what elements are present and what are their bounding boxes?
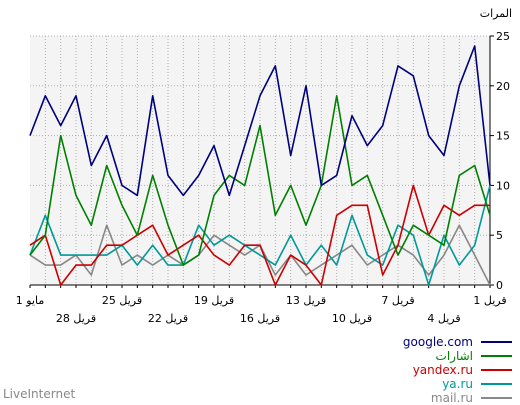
- legend-label: اشارات: [436, 349, 473, 364]
- y-tick-label: 25: [496, 30, 510, 43]
- legend-label: ya.ru: [442, 377, 473, 391]
- legend-label: yandex.ru: [413, 363, 473, 377]
- y-axis-label: المرات: [480, 7, 512, 20]
- y-tick-label: 20: [496, 80, 510, 93]
- legend-label: mail.ru: [431, 391, 473, 405]
- x-tick-label: 7 قريل: [381, 294, 414, 307]
- series-line--: [29, 95, 491, 266]
- series-line-ya-ru: [29, 185, 491, 286]
- x-tick-label: 28 قريل: [56, 312, 96, 325]
- x-tick-label: 13 قريل: [286, 294, 326, 307]
- y-tick-label: 15: [496, 130, 510, 143]
- x-tick-label: 16 قريل: [240, 312, 280, 325]
- y-axis: 0 5 10 15 20 25: [489, 30, 510, 292]
- x-tick-label: 22 قريل: [148, 312, 188, 325]
- series-line-yandex-ru: [29, 184, 490, 286]
- x-tick-label: 19 قريل: [194, 294, 234, 307]
- x-tick-label: 1 قريل: [473, 294, 506, 307]
- x-tick-label: 10 قريل: [332, 312, 372, 325]
- brand-footer: LiveInternet: [3, 387, 76, 401]
- x-axis: 1 قريل 7 قريل 13 قريل 19 قريل 25 قريل 1 مايو 4…: [16, 284, 507, 325]
- series-lines: [29, 45, 491, 286]
- x-tick-label: 25 قريل: [102, 294, 142, 307]
- series-line-google-com: [29, 45, 491, 197]
- y-tick-label: 10: [496, 179, 510, 192]
- legend-label: google.com: [403, 335, 473, 349]
- x-tick-label: 4 قريل: [427, 312, 460, 325]
- x-tick-label: 1 مايو: [16, 294, 45, 307]
- y-tick-label: 5: [496, 229, 503, 242]
- y-tick-label: 0: [496, 279, 503, 292]
